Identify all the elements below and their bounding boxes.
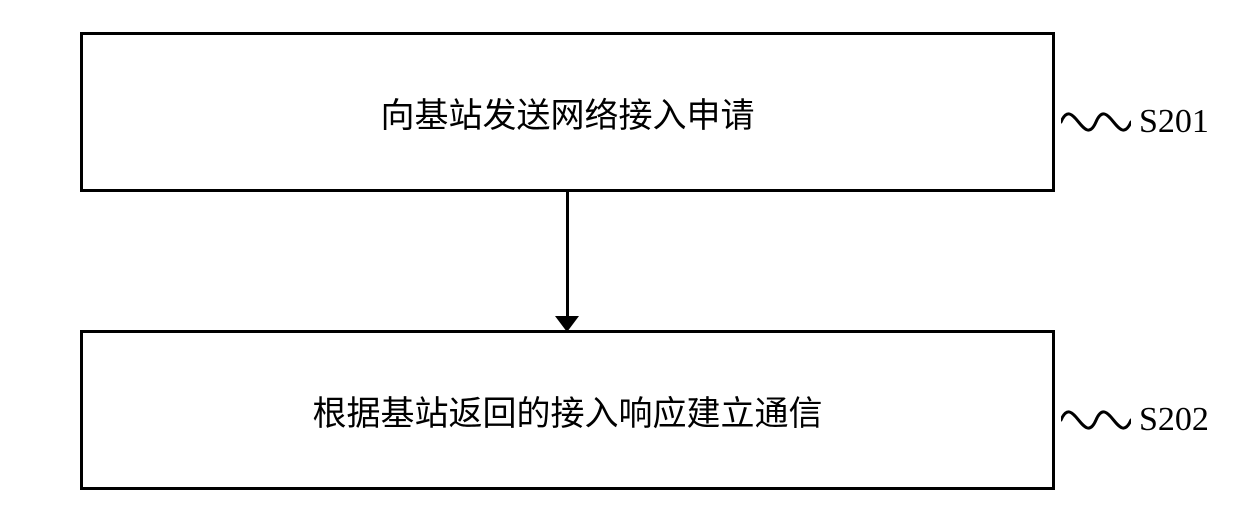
flow-node-send-request: 向基站发送网络接入申请 bbox=[80, 32, 1055, 192]
flow-node-label: 向基站发送网络接入申请 bbox=[381, 88, 755, 137]
callout-label-s202: S202 bbox=[1139, 401, 1209, 439]
edge-line bbox=[566, 192, 569, 316]
callout-label-s201: S201 bbox=[1139, 103, 1209, 141]
flowchart-canvas: 向基站发送网络接入申请 S201 根据基站返回的接入响应建立通信 S202 bbox=[0, 0, 1240, 531]
flow-node-establish-comm: 根据基站返回的接入响应建立通信 bbox=[80, 330, 1055, 490]
flow-node-label: 根据基站返回的接入响应建立通信 bbox=[313, 386, 823, 435]
edge-arrow-head-icon bbox=[555, 316, 579, 332]
callout-wave-icon bbox=[1061, 102, 1131, 142]
callout-wave-icon bbox=[1061, 400, 1131, 440]
